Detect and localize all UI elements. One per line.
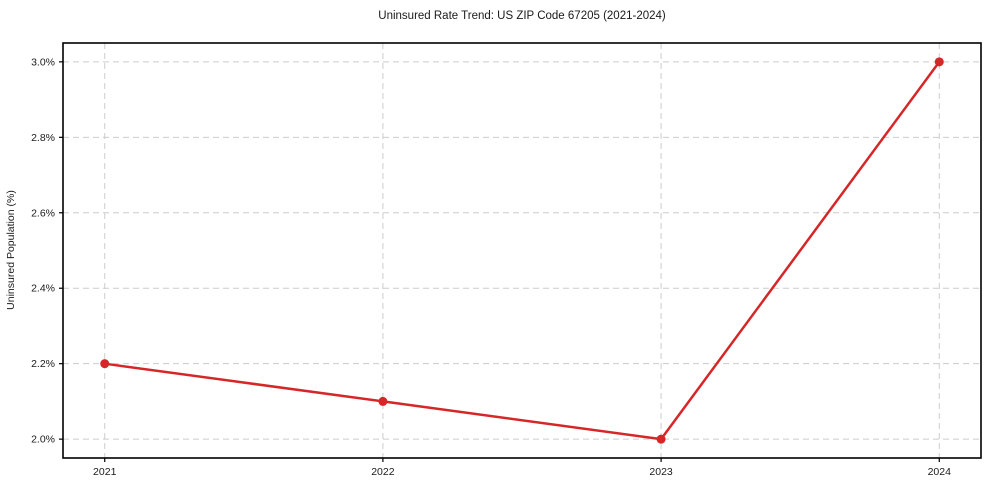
x-tick-label: 2022: [371, 466, 395, 478]
y-tick-label: 2.0%: [31, 434, 55, 446]
y-tick-label: 3.0%: [31, 56, 55, 68]
trend-line: [103, 60, 941, 441]
grid-layer: [63, 43, 981, 458]
tick-layer: [59, 61, 940, 462]
y-axis-title: Uninsured Population (%): [5, 190, 17, 310]
data-point-marker: [100, 359, 110, 369]
data-series-layer: [100, 57, 944, 444]
x-tick-label: 2023: [649, 466, 673, 478]
chart-title: Uninsured Rate Trend: US ZIP Code 67205 …: [378, 10, 666, 22]
x-tick-label: 2021: [93, 466, 117, 478]
y-tick-label: 2.4%: [31, 283, 55, 295]
y-tick-label: 2.6%: [31, 207, 55, 219]
y-tick-label: 2.2%: [31, 358, 55, 370]
tick-label-layer: 2.0% 2.2% 2.4% 2.6% 2.8% 3.0% 2021 2022 2023 2024: [31, 56, 951, 478]
plot-border: [62, 42, 982, 459]
x-tick-label: 2024: [928, 466, 952, 478]
data-point-marker: [934, 57, 944, 67]
y-tick-label: 2.8%: [31, 132, 55, 144]
data-point-marker: [656, 434, 666, 444]
data-point-marker: [378, 396, 388, 406]
